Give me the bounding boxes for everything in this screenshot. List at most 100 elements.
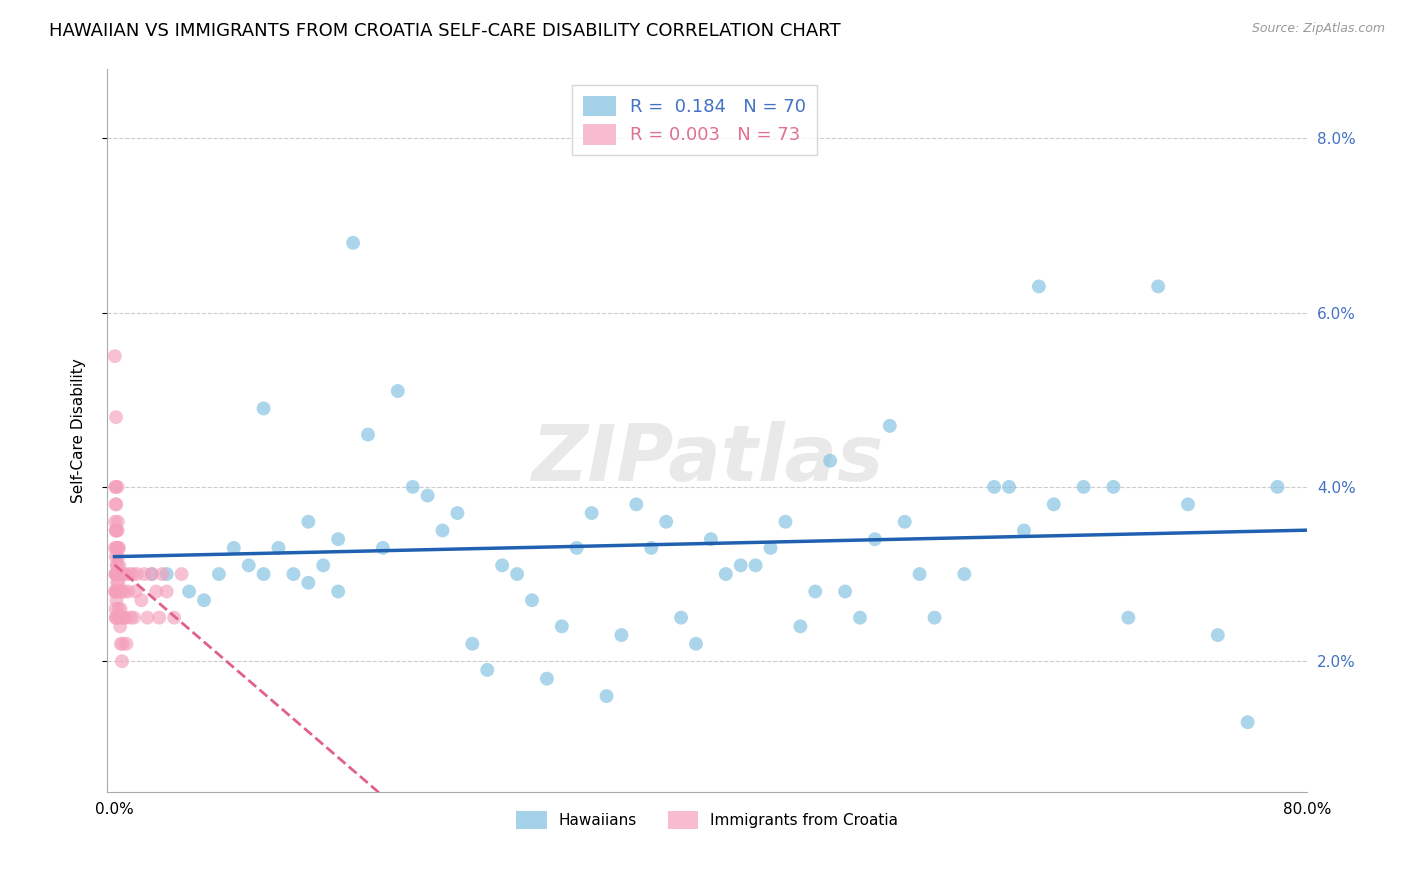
Y-axis label: Self-Care Disability: Self-Care Disability xyxy=(72,358,86,502)
Point xyxy=(115,637,138,651)
Point xyxy=(105,410,128,425)
Point xyxy=(491,558,513,573)
Point xyxy=(1012,524,1035,538)
Point xyxy=(267,541,290,555)
Point xyxy=(714,567,737,582)
Point xyxy=(924,610,946,624)
Point xyxy=(105,524,128,538)
Point xyxy=(222,541,245,555)
Point xyxy=(328,584,350,599)
Point xyxy=(520,593,543,607)
Point xyxy=(131,593,153,607)
Point xyxy=(1177,497,1199,511)
Point xyxy=(114,567,136,582)
Point xyxy=(104,567,127,582)
Point xyxy=(208,567,231,582)
Point xyxy=(328,532,350,546)
Point xyxy=(112,610,135,624)
Point xyxy=(104,584,127,599)
Point xyxy=(141,567,163,582)
Point xyxy=(105,541,128,555)
Point xyxy=(551,619,574,633)
Point xyxy=(775,515,797,529)
Point xyxy=(416,489,439,503)
Point xyxy=(105,541,128,555)
Point xyxy=(108,619,131,633)
Point xyxy=(105,558,128,573)
Point xyxy=(1206,628,1229,642)
Point xyxy=(432,524,454,538)
Point xyxy=(849,610,872,624)
Point xyxy=(789,619,811,633)
Point xyxy=(110,584,132,599)
Point xyxy=(122,610,145,624)
Point xyxy=(105,558,128,573)
Point xyxy=(105,584,128,599)
Point xyxy=(108,558,131,573)
Point xyxy=(108,541,131,555)
Point xyxy=(112,567,135,582)
Point xyxy=(107,524,129,538)
Point xyxy=(312,558,335,573)
Point xyxy=(297,575,319,590)
Point xyxy=(107,480,129,494)
Point xyxy=(402,480,425,494)
Point xyxy=(105,497,128,511)
Text: Source: ZipAtlas.com: Source: ZipAtlas.com xyxy=(1251,22,1385,36)
Point xyxy=(893,515,915,529)
Point xyxy=(953,567,976,582)
Point xyxy=(371,541,394,555)
Point xyxy=(107,575,129,590)
Point xyxy=(730,558,752,573)
Point xyxy=(104,610,127,624)
Point xyxy=(104,497,127,511)
Point xyxy=(114,610,136,624)
Point xyxy=(105,593,128,607)
Point xyxy=(163,610,186,624)
Point xyxy=(104,349,127,363)
Point xyxy=(117,584,139,599)
Point xyxy=(387,384,409,398)
Point xyxy=(111,610,134,624)
Point xyxy=(477,663,499,677)
Point xyxy=(118,567,141,582)
Point xyxy=(581,506,603,520)
Point xyxy=(834,584,856,599)
Point xyxy=(1102,480,1125,494)
Point xyxy=(110,567,132,582)
Point xyxy=(879,418,901,433)
Point xyxy=(744,558,766,573)
Point xyxy=(1028,279,1050,293)
Point xyxy=(107,602,129,616)
Point xyxy=(108,584,131,599)
Point xyxy=(104,541,127,555)
Point xyxy=(156,584,179,599)
Point xyxy=(104,584,127,599)
Point xyxy=(104,567,127,582)
Point xyxy=(120,610,142,624)
Point xyxy=(759,541,782,555)
Text: ZIPatlas: ZIPatlas xyxy=(531,421,883,497)
Point xyxy=(685,637,707,651)
Point xyxy=(1043,497,1066,511)
Legend: Hawaiians, Immigrants from Croatia: Hawaiians, Immigrants from Croatia xyxy=(510,805,904,835)
Point xyxy=(104,549,127,564)
Point xyxy=(148,610,170,624)
Point xyxy=(983,480,1005,494)
Point xyxy=(1267,480,1289,494)
Point xyxy=(357,427,380,442)
Point xyxy=(342,235,364,250)
Point xyxy=(177,584,200,599)
Point xyxy=(136,610,159,624)
Point xyxy=(700,532,723,546)
Point xyxy=(446,506,468,520)
Point xyxy=(640,541,662,555)
Point xyxy=(595,689,617,703)
Point xyxy=(105,524,128,538)
Point xyxy=(908,567,931,582)
Point xyxy=(655,515,678,529)
Point xyxy=(610,628,633,642)
Point xyxy=(669,610,692,624)
Point xyxy=(145,584,167,599)
Point xyxy=(252,567,274,582)
